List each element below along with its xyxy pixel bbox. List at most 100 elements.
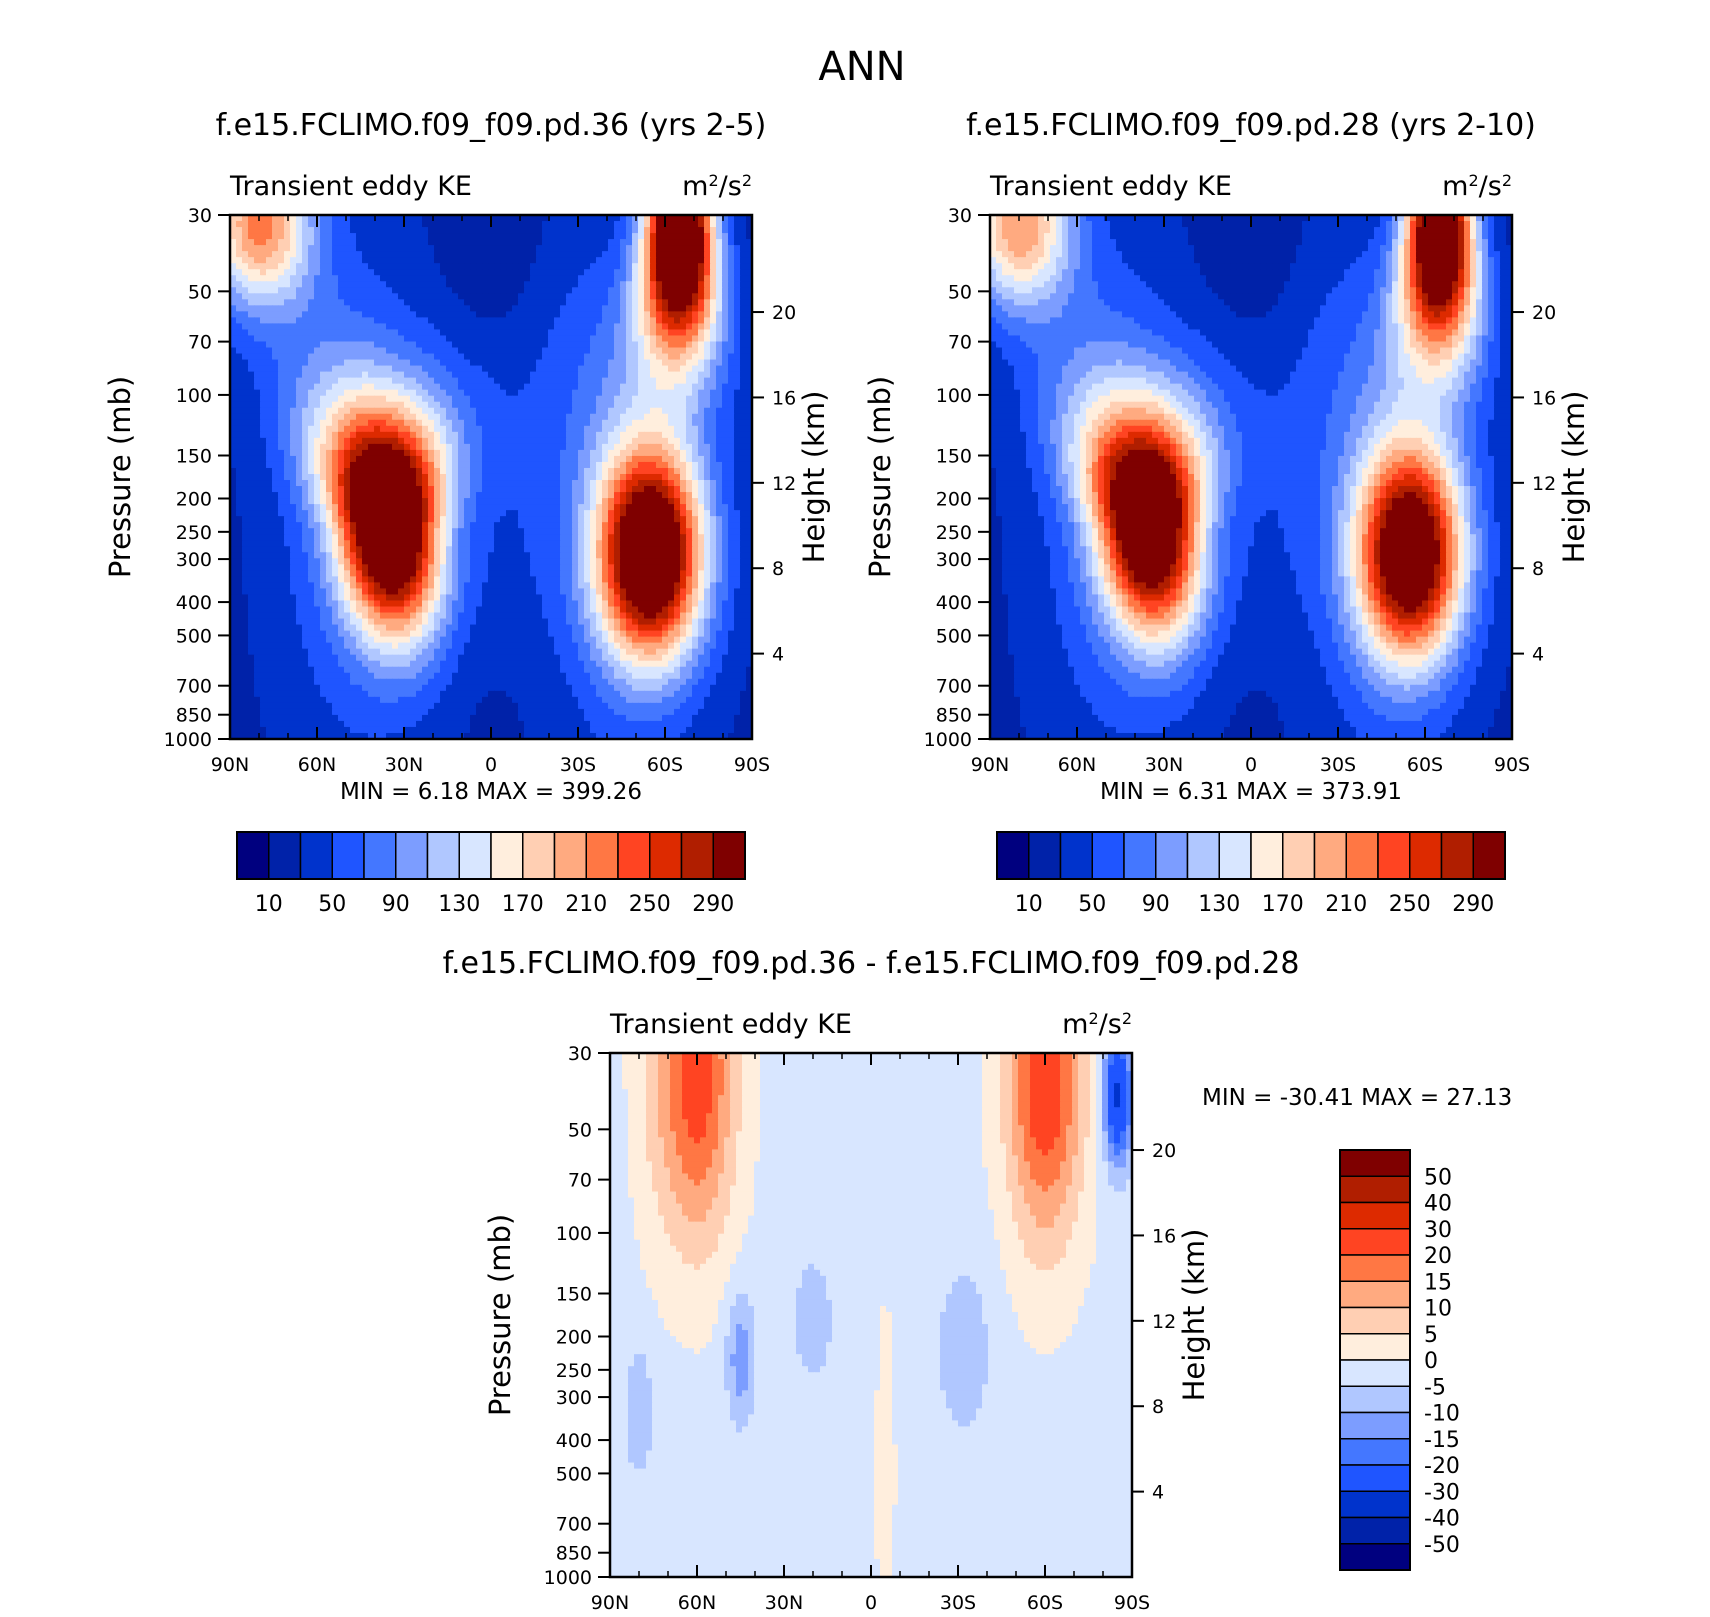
field-cell: [638, 474, 645, 481]
field-cell: [440, 275, 447, 282]
field-cell: [302, 516, 309, 523]
field-cell: [344, 275, 351, 282]
field-cell: [608, 281, 615, 288]
field-cell: [338, 251, 345, 258]
field-cell: [320, 354, 327, 361]
field-cell: [266, 540, 273, 547]
field-cell: [710, 396, 717, 403]
field-cell: [446, 354, 453, 361]
field-cell: [620, 390, 627, 397]
field-cell: [644, 366, 651, 373]
field-cell: [644, 263, 651, 270]
field-cell: [314, 462, 321, 469]
field-cell: [260, 504, 267, 511]
field-cell: [536, 504, 543, 511]
field-cell: [494, 257, 501, 264]
field-cell: [704, 462, 711, 469]
field-cell: [392, 522, 399, 529]
field-cell: [296, 269, 303, 276]
field-cell: [350, 432, 357, 439]
field-cell: [458, 504, 465, 511]
field-cell: [548, 245, 555, 252]
field-cell: [410, 522, 417, 529]
field-cell: [464, 546, 471, 553]
field-cell: [236, 510, 243, 517]
field-cell: [650, 239, 657, 246]
field-cell: [308, 528, 315, 535]
field-cell: [686, 366, 693, 373]
field-cell: [602, 516, 609, 523]
field-cell: [542, 360, 549, 367]
field-cell: [290, 341, 297, 348]
field-cell: [530, 293, 537, 300]
field-cell: [704, 263, 711, 270]
field-cell: [716, 317, 723, 324]
field-cell: [506, 510, 513, 517]
field-cell: [668, 456, 675, 463]
field-cell: [704, 444, 711, 451]
field-cell: [536, 305, 543, 312]
field-cell: [548, 287, 555, 294]
field-cell: [500, 299, 507, 306]
field-cell: [704, 474, 711, 481]
field-cell: [248, 275, 255, 282]
field-cell: [488, 414, 495, 421]
field-cell: [614, 510, 621, 517]
field-cell: [674, 426, 681, 433]
field-cell: [590, 348, 597, 355]
field-cell: [722, 426, 729, 433]
field-cell: [572, 552, 579, 559]
field-cell: [320, 498, 327, 505]
field-cell: [422, 227, 429, 234]
field-cell: [260, 390, 267, 397]
field-cell: [560, 378, 567, 385]
field-cell: [716, 540, 723, 547]
field-cell: [290, 275, 297, 282]
field-cell: [596, 323, 603, 330]
field-cell: [554, 534, 561, 541]
field-cell: [716, 323, 723, 330]
field-cell: [338, 558, 345, 565]
field-cell: [506, 384, 513, 391]
field-cell: [308, 480, 315, 487]
field-cell: [740, 390, 747, 397]
field-cell: [278, 227, 285, 234]
field-cell: [356, 317, 363, 324]
field-cell: [416, 498, 423, 505]
field-cell: [530, 299, 537, 306]
field-cell: [320, 335, 327, 342]
field-cell: [494, 335, 501, 342]
field-cell: [626, 462, 633, 469]
field-cell: [572, 329, 579, 336]
field-cell: [248, 348, 255, 355]
field-cell: [278, 558, 285, 565]
field-cell: [386, 275, 393, 282]
field-cell: [728, 534, 735, 541]
field-cell: [716, 480, 723, 487]
field-cell: [434, 360, 441, 367]
field-cell: [428, 534, 435, 541]
field-cell: [734, 305, 741, 312]
field-cell: [338, 311, 345, 318]
field-cell: [626, 492, 633, 499]
field-cell: [254, 233, 261, 240]
field-cell: [494, 269, 501, 276]
field-cell: [248, 329, 255, 336]
field-cell: [242, 492, 249, 499]
field-cell: [488, 504, 495, 511]
field-cell: [350, 275, 357, 282]
field-cell: [602, 408, 609, 415]
field-cell: [584, 408, 591, 415]
field-cell: [392, 480, 399, 487]
field-cell: [320, 263, 327, 270]
field-cell: [554, 245, 561, 252]
field-cell: [374, 366, 381, 373]
field-cell: [458, 269, 465, 276]
field-cell: [308, 498, 315, 505]
field-cell: [404, 504, 411, 511]
field-cell: [320, 528, 327, 535]
field-cell: [392, 269, 399, 276]
field-cell: [422, 390, 429, 397]
field-cell: [356, 245, 363, 252]
field-cell: [428, 287, 435, 294]
